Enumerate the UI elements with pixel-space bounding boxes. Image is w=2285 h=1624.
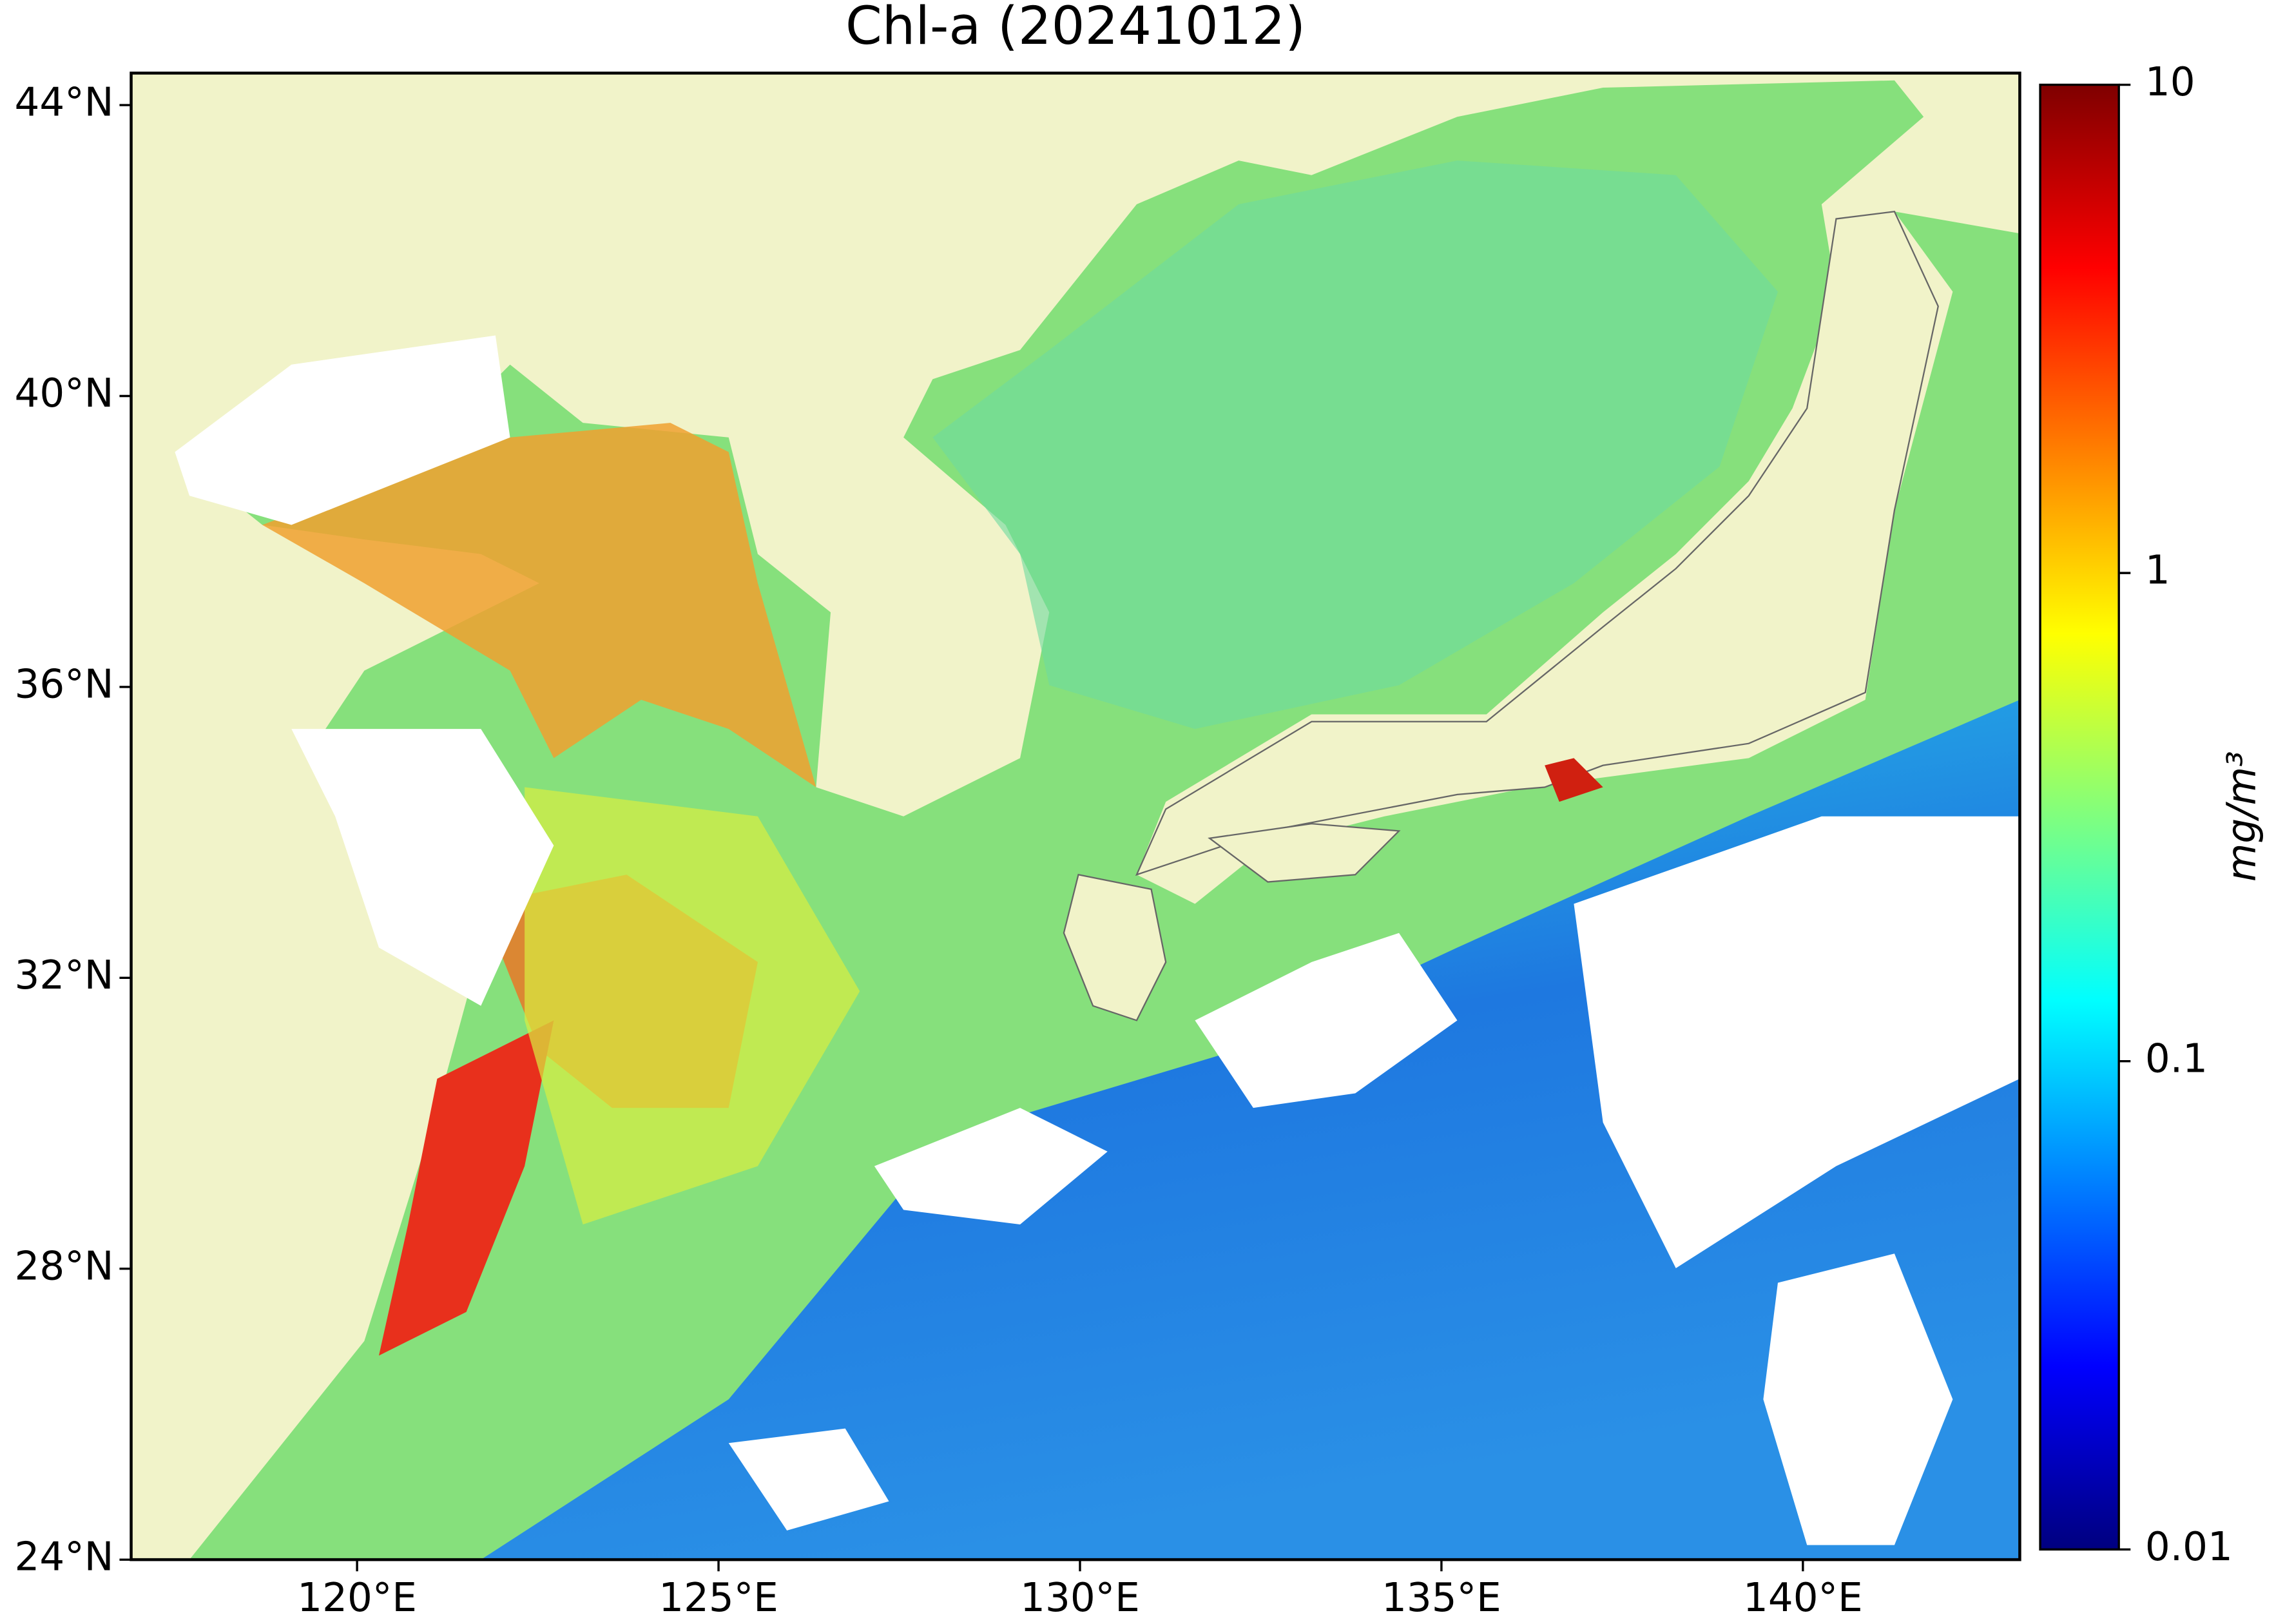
map-field — [131, 73, 2020, 1560]
shelf-turbid — [262, 423, 816, 788]
y-tick-label: 32°N — [15, 952, 114, 998]
map-frame — [130, 72, 2021, 1561]
shelf-mid — [525, 787, 860, 1224]
no-data — [1763, 1253, 1953, 1545]
x-tick-label: 130°E — [1020, 1575, 1140, 1621]
no-data — [175, 335, 510, 525]
colorbar-tick-label: 0.1 — [2145, 1036, 2208, 1081]
colorbar-tick-label: 1 — [2145, 548, 2170, 594]
y-tick-label: 44°N — [15, 80, 114, 126]
kyushu-land — [1063, 873, 1167, 1021]
colorbar-tick-label: 10 — [2145, 59, 2195, 105]
japan-land — [1135, 211, 1939, 876]
y-tick-label: 28°N — [15, 1243, 114, 1289]
x-tick-label: 135°E — [1382, 1575, 1501, 1621]
x-tick-label: 120°E — [297, 1575, 417, 1621]
colorbar-label: mg/m³ — [2219, 751, 2264, 882]
no-data — [1574, 816, 2020, 1268]
colorbar — [2039, 83, 2120, 1551]
no-data — [1195, 933, 1458, 1108]
no-data — [874, 1108, 1108, 1224]
y-tick-label: 40°N — [15, 371, 114, 416]
no-data — [728, 1428, 889, 1531]
map-title: Chl-a (20241012) — [845, 0, 1306, 57]
shikoku-land — [1208, 822, 1401, 883]
red-bay — [1545, 758, 1603, 802]
coastal-bloom — [378, 1020, 554, 1356]
x-tick-label: 140°E — [1743, 1575, 1863, 1621]
y-tick-label: 36°N — [15, 662, 114, 708]
sea-japan-basin — [932, 160, 1779, 730]
x-tick-label: 125°E — [659, 1575, 778, 1621]
no-data — [291, 729, 554, 1006]
colorbar-tick-label: 0.01 — [2145, 1524, 2233, 1570]
y-tick-label: 24°N — [15, 1534, 114, 1580]
